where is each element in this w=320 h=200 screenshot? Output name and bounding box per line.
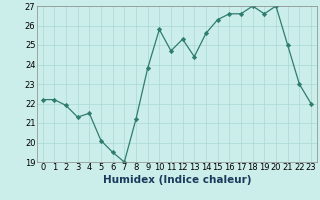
X-axis label: Humidex (Indice chaleur): Humidex (Indice chaleur) [102,175,251,185]
